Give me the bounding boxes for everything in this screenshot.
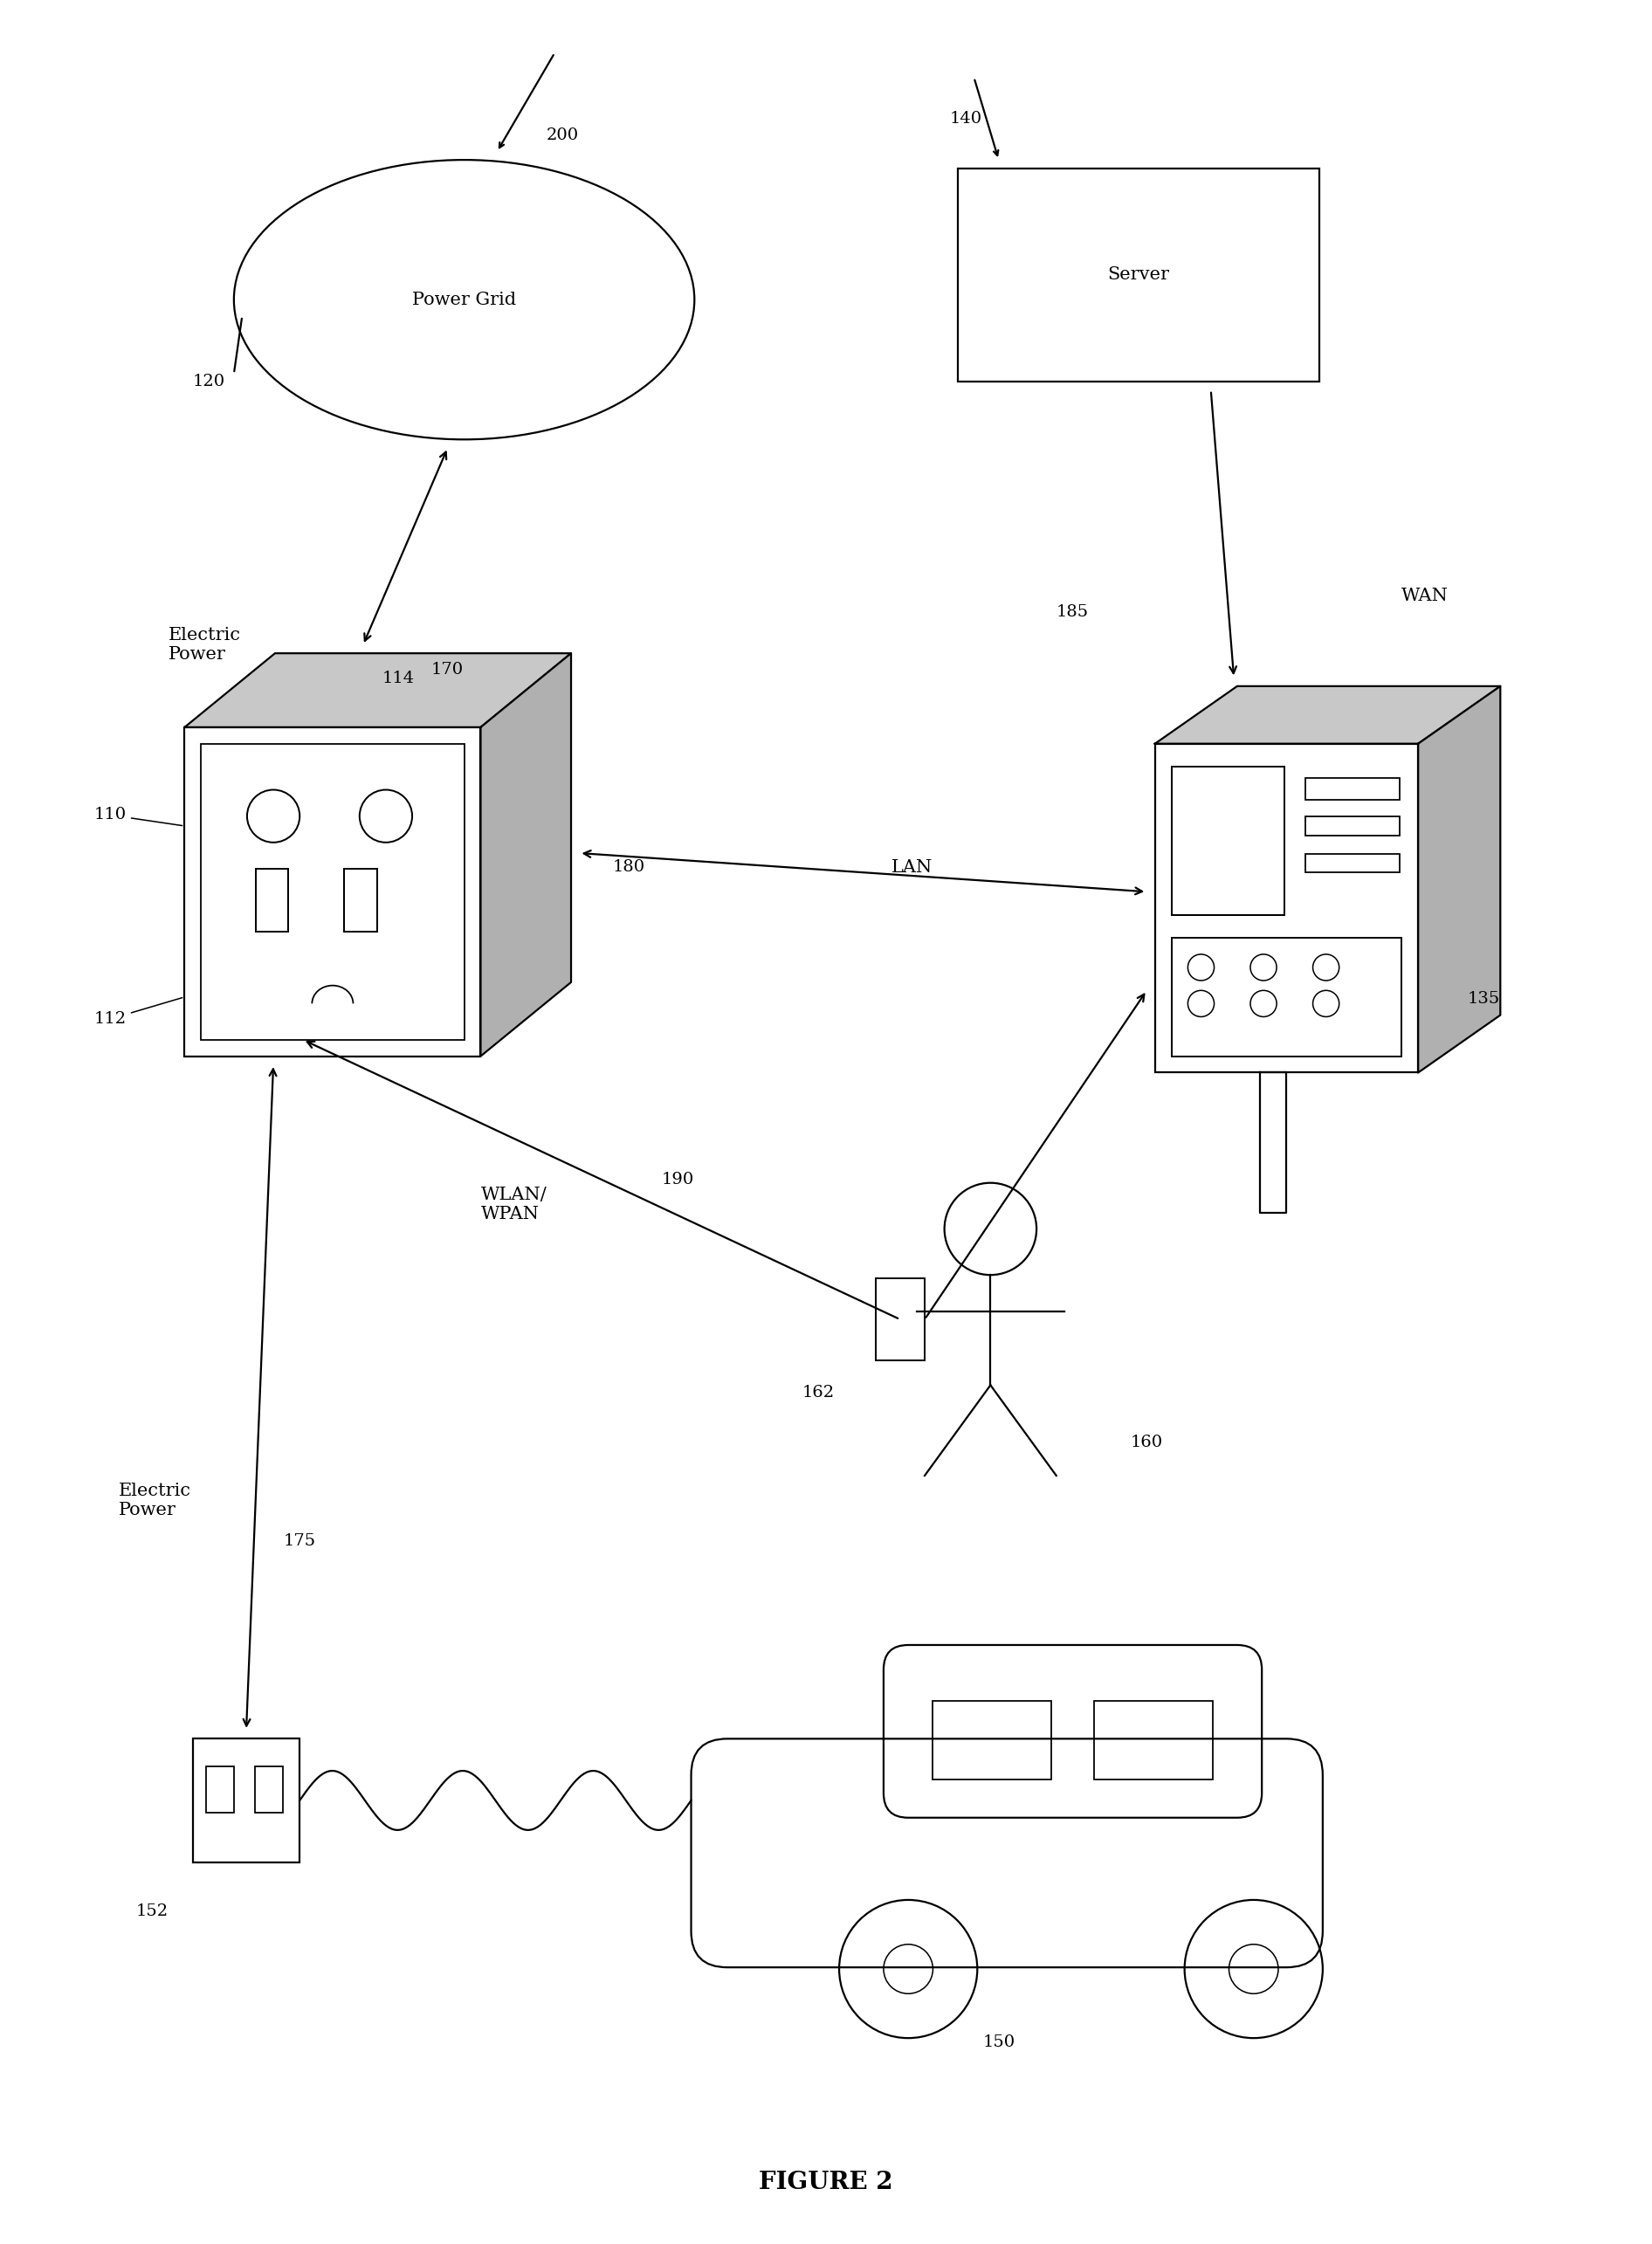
Text: 162: 162 bbox=[801, 1385, 834, 1400]
Text: Power Grid: Power Grid bbox=[411, 292, 515, 307]
Text: Electric
Power: Electric Power bbox=[119, 1483, 192, 1519]
Bar bbox=[876, 1279, 925, 1360]
Text: WAN: WAN bbox=[1401, 588, 1449, 604]
Bar bbox=[202, 743, 464, 1039]
Polygon shape bbox=[1417, 687, 1500, 1073]
Bar bbox=[1171, 767, 1285, 916]
Bar bbox=[933, 1701, 1051, 1779]
Text: Server: Server bbox=[1107, 267, 1170, 283]
Bar bbox=[1171, 938, 1401, 1057]
Bar bbox=[344, 868, 377, 931]
Text: 114: 114 bbox=[382, 671, 415, 687]
Text: 190: 190 bbox=[661, 1171, 694, 1187]
Polygon shape bbox=[185, 653, 572, 727]
Text: 140: 140 bbox=[950, 112, 981, 128]
Text: 152: 152 bbox=[135, 1903, 169, 1919]
Bar bbox=[1094, 1701, 1213, 1779]
Text: 135: 135 bbox=[1467, 992, 1500, 1008]
Text: 112: 112 bbox=[94, 999, 182, 1028]
Bar bbox=[185, 727, 481, 1057]
Bar bbox=[193, 1739, 299, 1863]
Bar bbox=[1305, 779, 1399, 799]
Bar bbox=[1305, 817, 1399, 835]
Bar bbox=[256, 868, 289, 931]
Text: LAN: LAN bbox=[892, 859, 933, 875]
Text: 170: 170 bbox=[431, 662, 464, 678]
Text: 120: 120 bbox=[193, 375, 225, 390]
Bar bbox=[1155, 743, 1417, 1073]
Text: FIGURE 2: FIGURE 2 bbox=[758, 2170, 894, 2195]
Text: 180: 180 bbox=[613, 859, 644, 875]
Bar bbox=[958, 168, 1320, 381]
Text: Electric
Power: Electric Power bbox=[169, 626, 241, 662]
Text: 175: 175 bbox=[282, 1533, 316, 1548]
Bar bbox=[1305, 855, 1399, 873]
Polygon shape bbox=[1155, 687, 1500, 743]
Text: 200: 200 bbox=[547, 128, 580, 144]
Text: 160: 160 bbox=[1130, 1434, 1163, 1450]
Text: WLAN/
WPAN: WLAN/ WPAN bbox=[481, 1187, 547, 1223]
Text: 185: 185 bbox=[1056, 604, 1089, 619]
Bar bbox=[206, 1766, 235, 1813]
Text: 110: 110 bbox=[94, 808, 182, 826]
Text: 150: 150 bbox=[983, 2035, 1014, 2051]
Bar bbox=[256, 1766, 282, 1813]
Polygon shape bbox=[481, 653, 572, 1057]
